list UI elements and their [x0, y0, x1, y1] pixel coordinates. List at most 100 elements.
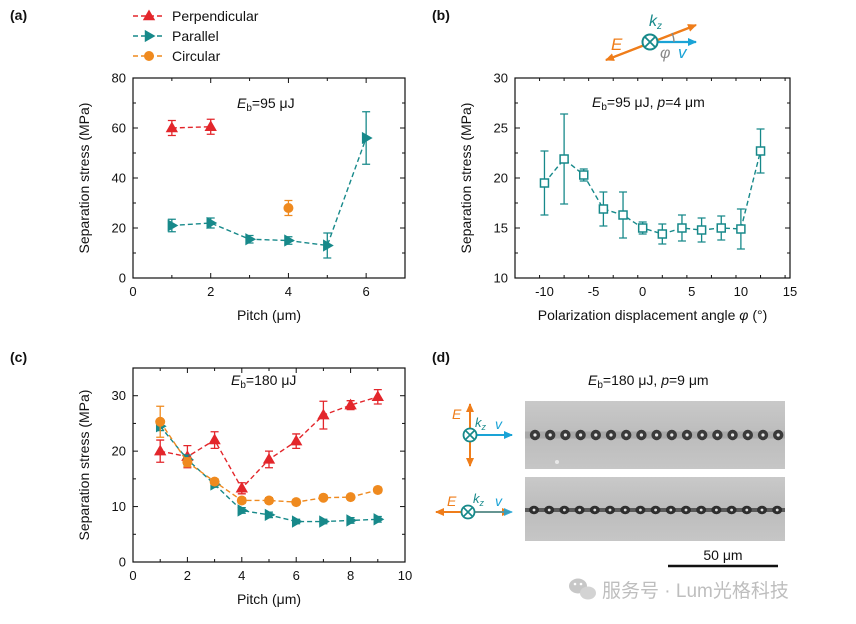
data-point — [264, 495, 274, 506]
modification-dot-core — [593, 508, 597, 512]
x-tick-label: -5 — [588, 284, 600, 299]
v-label: v — [495, 493, 503, 509]
micrograph-bottom — [525, 477, 785, 541]
x-tick-label: 10 — [398, 568, 412, 583]
y-tick-label: 0 — [119, 271, 126, 286]
scale-bar: 50 μm — [668, 547, 778, 568]
series-line — [159, 425, 378, 523]
data-point — [264, 508, 276, 522]
annotation-c: Eb=180 μJ — [231, 372, 296, 391]
modification-dot-core — [594, 433, 598, 437]
y-tick-label: 40 — [112, 171, 126, 186]
watermark: 服务号 · Lum光格科技 — [569, 578, 789, 602]
wechat-icon — [569, 578, 596, 600]
y-axis-label: Separation stress (MPa) — [76, 390, 92, 541]
y-tick-label: 20 — [112, 444, 126, 459]
data-point — [291, 515, 303, 528]
data-point — [345, 492, 356, 503]
panel-label-c: (c) — [10, 349, 27, 365]
y-tick-label: 30 — [112, 388, 126, 403]
data-point — [323, 239, 334, 252]
chart-c: 0 2 4 6 8 10 0 10 20 30 Pitch (μm) Separation stres… — [76, 367, 412, 607]
data-point — [291, 497, 302, 508]
data-point — [361, 131, 373, 145]
data-point — [283, 203, 294, 213]
data-point — [716, 223, 726, 233]
watermark-text: 服务号 · Lum光格科技 — [602, 580, 789, 602]
x-tick-label: 5 — [688, 284, 695, 299]
modification-dot-core — [746, 433, 750, 437]
modification-dot-core — [609, 433, 613, 437]
modification-dot-core — [624, 433, 628, 437]
data-point — [165, 121, 179, 133]
x-axis-label: Polarization displacement angle φ (°) — [538, 307, 768, 323]
modification-dot-core — [579, 433, 583, 437]
y-tick-label: 25 — [494, 121, 508, 136]
x-tick-label: 10 — [734, 284, 748, 299]
modification-dot-core — [731, 433, 735, 437]
modification-dot-core — [745, 508, 749, 512]
data-point — [204, 120, 217, 131]
data-point — [344, 398, 357, 410]
modification-dot-core — [608, 508, 612, 512]
micrograph-top — [525, 401, 785, 469]
annotation-d: Eb=180 μJ, p=9 μm — [588, 372, 709, 391]
modification-dots-top — [529, 429, 784, 441]
y-tick-label: 20 — [494, 171, 508, 186]
x-axis-label: Pitch (μm) — [237, 307, 301, 323]
modification-dot-core — [563, 508, 566, 512]
x-tick-label: 0 — [639, 284, 646, 299]
modification-dot-core — [776, 433, 780, 437]
modification-dot-core — [760, 508, 764, 512]
series-perpendicular — [154, 388, 384, 495]
series-parallel — [155, 420, 385, 528]
data-point — [318, 492, 329, 503]
y-tick-label: 60 — [112, 121, 126, 136]
data-point — [373, 513, 385, 526]
annotation-a: Eb=95 μJ — [237, 95, 295, 114]
data-point — [346, 514, 358, 527]
data-point — [736, 224, 746, 234]
series-data — [539, 113, 766, 250]
series-line — [543, 150, 762, 235]
data-point — [579, 170, 589, 180]
legend-marker — [144, 51, 154, 61]
data-point — [209, 476, 220, 487]
kz-cross-icon — [463, 507, 473, 517]
polarization-schematic-b: E kz φ v — [605, 13, 697, 62]
x-tick-label: 8 — [347, 568, 354, 583]
y-tick-label: 10 — [494, 271, 508, 286]
series-line — [171, 137, 367, 247]
data-point — [154, 444, 167, 456]
data-point — [755, 146, 766, 156]
data-point — [206, 216, 218, 230]
modification-dot-core — [563, 433, 568, 437]
y-tick-label: 20 — [112, 221, 126, 236]
modification-dot-core — [685, 433, 689, 437]
legend-label: Perpendicular — [172, 8, 259, 24]
modification-dot-core — [730, 508, 733, 512]
x-tick-label: -10 — [535, 284, 554, 299]
phi-arc — [671, 32, 675, 43]
y-tick-label: 80 — [112, 71, 126, 86]
panel-label-b: (b) — [432, 7, 450, 23]
modification-dot-core — [670, 433, 674, 437]
kz-label: kz — [475, 415, 487, 432]
x-tick-label: 4 — [285, 284, 292, 299]
x-tick-label: 6 — [363, 284, 370, 299]
data-point — [559, 154, 569, 164]
data-point — [539, 178, 550, 188]
data-point — [284, 234, 295, 247]
e-label: E — [452, 406, 462, 422]
modification-dot-core — [699, 508, 703, 512]
y-tick-label: 15 — [494, 221, 508, 236]
data-point — [245, 233, 257, 246]
series-circular — [155, 405, 383, 508]
data-point — [235, 481, 248, 493]
x-axis-label: Pitch (μm) — [237, 591, 301, 607]
series-line — [159, 421, 378, 503]
x-tick-label: 2 — [184, 568, 191, 583]
y-tick-label: 30 — [494, 71, 508, 86]
data-point — [637, 223, 648, 233]
